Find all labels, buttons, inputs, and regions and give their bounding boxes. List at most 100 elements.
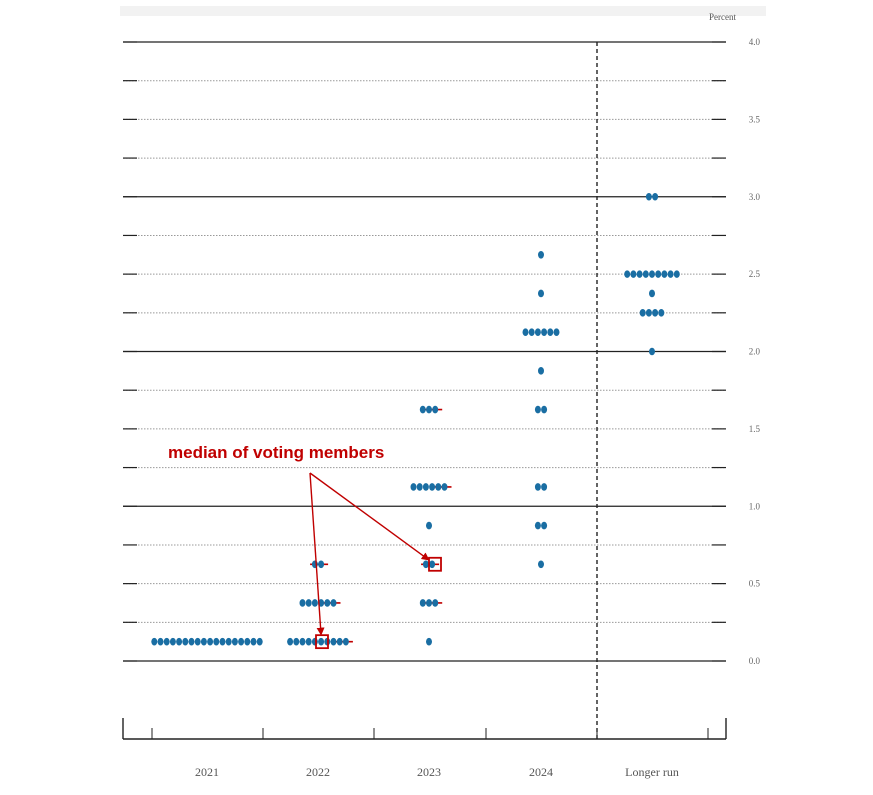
- dot: [429, 560, 436, 569]
- dot: [330, 637, 337, 646]
- dot: [194, 637, 201, 646]
- dot: [432, 599, 439, 607]
- dot: [410, 483, 417, 491]
- dot: [293, 637, 300, 646]
- x-axis: 2021 2022 2023 2024 Longer run: [122, 42, 727, 779]
- dot: [305, 637, 312, 646]
- dot: [642, 270, 649, 278]
- dot: [416, 483, 423, 491]
- dot: [287, 637, 294, 646]
- dot: [342, 637, 349, 646]
- dot: [538, 367, 544, 375]
- dot: [541, 521, 548, 530]
- y-tick-label: 3.0: [749, 192, 761, 202]
- dot: [213, 637, 220, 646]
- dot: [422, 483, 429, 491]
- dot: [426, 637, 432, 646]
- dot: [534, 328, 541, 336]
- dot: [528, 328, 535, 336]
- dot: [151, 637, 158, 646]
- x-category-label: 2024: [529, 765, 553, 779]
- y-tick-label: 2.5: [749, 269, 761, 279]
- dot: [238, 637, 245, 646]
- y-tick-label: 1.5: [749, 424, 761, 434]
- dot: [435, 483, 442, 491]
- dot: [649, 270, 655, 278]
- dot: [522, 328, 529, 336]
- grid: [123, 41, 726, 662]
- dot: [219, 637, 226, 646]
- dot: [658, 309, 665, 317]
- annotation-arrow-2022: [309, 472, 325, 636]
- dot: [225, 637, 232, 646]
- dot: [299, 637, 306, 646]
- dot: [426, 521, 432, 530]
- dot: [541, 405, 548, 414]
- dot: [667, 270, 674, 278]
- dot: [655, 270, 662, 278]
- dot: [541, 328, 548, 336]
- dot: [157, 637, 164, 646]
- dot: [547, 328, 554, 336]
- dot: [673, 270, 680, 278]
- dot: [311, 599, 318, 607]
- y-tick-label: 3.5: [749, 114, 761, 124]
- dot: [538, 250, 544, 259]
- dot: [636, 270, 643, 278]
- dot: [652, 192, 659, 201]
- dot: [176, 637, 183, 646]
- dot: [256, 637, 263, 646]
- dot: [200, 637, 207, 646]
- dot: [299, 599, 306, 607]
- y-tick-label: 2.0: [749, 347, 761, 357]
- dot: [419, 599, 426, 607]
- dot: [318, 560, 325, 569]
- dot: [541, 483, 548, 491]
- dot: [429, 483, 436, 491]
- y-tick-label: 4.0: [749, 37, 761, 47]
- dot: [422, 560, 429, 569]
- dots: [151, 192, 680, 646]
- annotation-text: median of voting members: [168, 443, 384, 462]
- median-highlight-box: [428, 556, 442, 572]
- dot: [534, 405, 541, 414]
- dot: [534, 521, 541, 530]
- dot: [639, 309, 646, 317]
- dot: [652, 309, 659, 317]
- dot: [538, 289, 544, 298]
- dot: [163, 637, 170, 646]
- dot: [169, 637, 176, 646]
- y-tick-label: 0.0: [749, 656, 761, 666]
- dot: [432, 405, 439, 414]
- dot: [330, 599, 337, 607]
- dot: [207, 637, 214, 646]
- dot: [324, 599, 331, 607]
- dot: [553, 328, 560, 336]
- annotation: median of voting members: [168, 443, 442, 650]
- dot: [231, 637, 238, 646]
- dot: [649, 289, 655, 298]
- dot: [188, 637, 195, 646]
- annotation-arrow-2023: [309, 472, 430, 561]
- dot: [645, 192, 652, 201]
- x-category-label: 2023: [417, 765, 441, 779]
- dot: [250, 637, 257, 646]
- dot: [624, 270, 631, 278]
- dot: [419, 405, 426, 414]
- dot: [661, 270, 668, 278]
- dot: [441, 483, 448, 491]
- dot: [318, 637, 325, 646]
- dot: [244, 637, 251, 646]
- y-tick-label: 1.0: [749, 501, 761, 511]
- y-tick-labels: 0.0 0.5 1.0 1.5 2.0 2.5 3.0 3.5 4.0: [749, 37, 761, 666]
- dot: [426, 405, 432, 414]
- dot: [182, 637, 189, 646]
- x-category-label: 2021: [195, 765, 219, 779]
- dot: [336, 637, 343, 646]
- dot: [649, 347, 655, 356]
- dot: [645, 309, 652, 317]
- unit-label: Percent: [709, 12, 736, 22]
- y-tick-label: 0.5: [749, 579, 761, 589]
- top-shade: [120, 6, 766, 16]
